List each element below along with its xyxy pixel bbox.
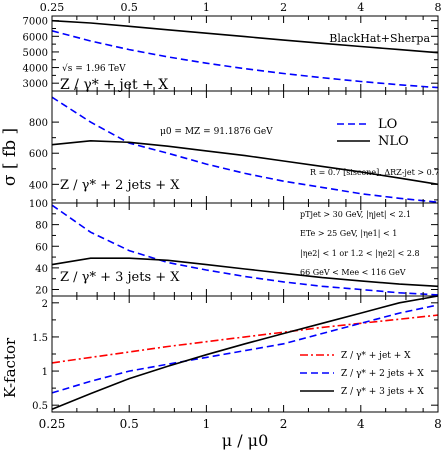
cut-label-2: ETe > 25 GeV, |ηe1| < 1 xyxy=(300,229,397,238)
blackhat-sherpa-label: BlackHat+Sherpa xyxy=(329,32,430,45)
y-tick-label: 1.5 xyxy=(32,333,48,344)
k-legend-label-1: Z / γ* + 2 jets + X xyxy=(341,369,424,379)
x-tick-label-top: 8 xyxy=(435,1,442,14)
y-tick-label: 5000 xyxy=(23,48,48,59)
k-legend-label-2: Z / γ* + 3 jets + X xyxy=(341,387,424,397)
legend-label-NLO: NLO xyxy=(378,134,409,149)
cut-label-1: pTjet > 30 GeV, |ηjet| < 2.1 xyxy=(300,210,411,219)
x-tick-label-bottom: 2 xyxy=(280,417,288,431)
cut-label-3: |ηe2| < 1 or 1.2 < |ηe2| < 2.8 xyxy=(300,249,420,258)
x-tick-label-bottom: 0.5 xyxy=(120,417,139,431)
sigma-axis-label: σ [ fb ] xyxy=(0,128,20,186)
y-tick-label: 20 xyxy=(35,286,48,297)
k-legend-label-0: Z / γ* + jet + X xyxy=(341,351,411,361)
y-tick-label: 40 xyxy=(35,264,48,275)
series-line-panel_2jets-1 xyxy=(51,139,439,186)
x-tick-label-top: 1 xyxy=(203,1,210,14)
x-tick-label-bottom: 1 xyxy=(203,417,211,431)
x-tick-label-bottom: 4 xyxy=(357,417,365,431)
x-tick-label-bottom: 0.25 xyxy=(39,417,66,431)
series-line-panel_jet-0 xyxy=(51,30,439,89)
x-axis-label: μ / μ0 xyxy=(222,431,269,450)
kfactor-axis-label: K-factor xyxy=(1,337,19,398)
x-tick-label-bottom: 8 xyxy=(434,417,442,431)
y-tick-label: 100 xyxy=(29,199,48,210)
series-line-panel_jet-1 xyxy=(51,19,439,54)
cut-label-4: 66 GeV < Mee < 116 GeV xyxy=(300,268,406,277)
y-tick-label: 4000 xyxy=(23,64,48,75)
sqrt-s-label: √s = 1.96 TeV xyxy=(62,63,126,74)
process-label-jet: Z / γ* + jet + X xyxy=(60,77,168,93)
series-line-panel_kfactor-0 xyxy=(51,314,439,364)
y-tick-label: 7000 xyxy=(23,17,48,28)
y-tick-label: 6000 xyxy=(23,32,48,43)
mu0-label: μ0 = MZ = 91.1876 GeV xyxy=(160,127,273,137)
y-tick-label: 400 xyxy=(29,180,48,191)
x-tick-label-top: 0.25 xyxy=(40,1,65,14)
y-tick-label: 80 xyxy=(35,221,48,232)
y-tick-label: 1 xyxy=(42,367,48,378)
series-line-panel_2jets-0 xyxy=(51,96,439,203)
process-label-2jets: Z / γ* + 2 jets + X xyxy=(60,178,180,193)
cone-label: R = 0.7 [siscone], ΔRZ-jet > 0.7 xyxy=(310,168,439,177)
series-line-panel_kfactor-2 xyxy=(51,295,439,411)
x-tick-label-top: 4 xyxy=(357,1,364,14)
y-tick-label: 0.5 xyxy=(32,401,48,412)
y-tick-label: 800 xyxy=(29,118,48,129)
series-line-panel_3jets-1 xyxy=(51,257,439,288)
y-tick-label: 2 xyxy=(42,299,48,310)
process-label-3jets: Z / γ* + 3 jets + X xyxy=(60,270,180,285)
y-tick-label: 600 xyxy=(29,149,48,160)
x-tick-label-top: 0.5 xyxy=(120,1,138,14)
y-tick-label: 60 xyxy=(35,242,48,253)
series-line-panel_kfactor-1 xyxy=(51,304,439,394)
x-tick-label-top: 2 xyxy=(280,1,287,14)
y-tick-label: 3000 xyxy=(23,79,48,90)
legend-label-LO: LO xyxy=(378,117,397,132)
